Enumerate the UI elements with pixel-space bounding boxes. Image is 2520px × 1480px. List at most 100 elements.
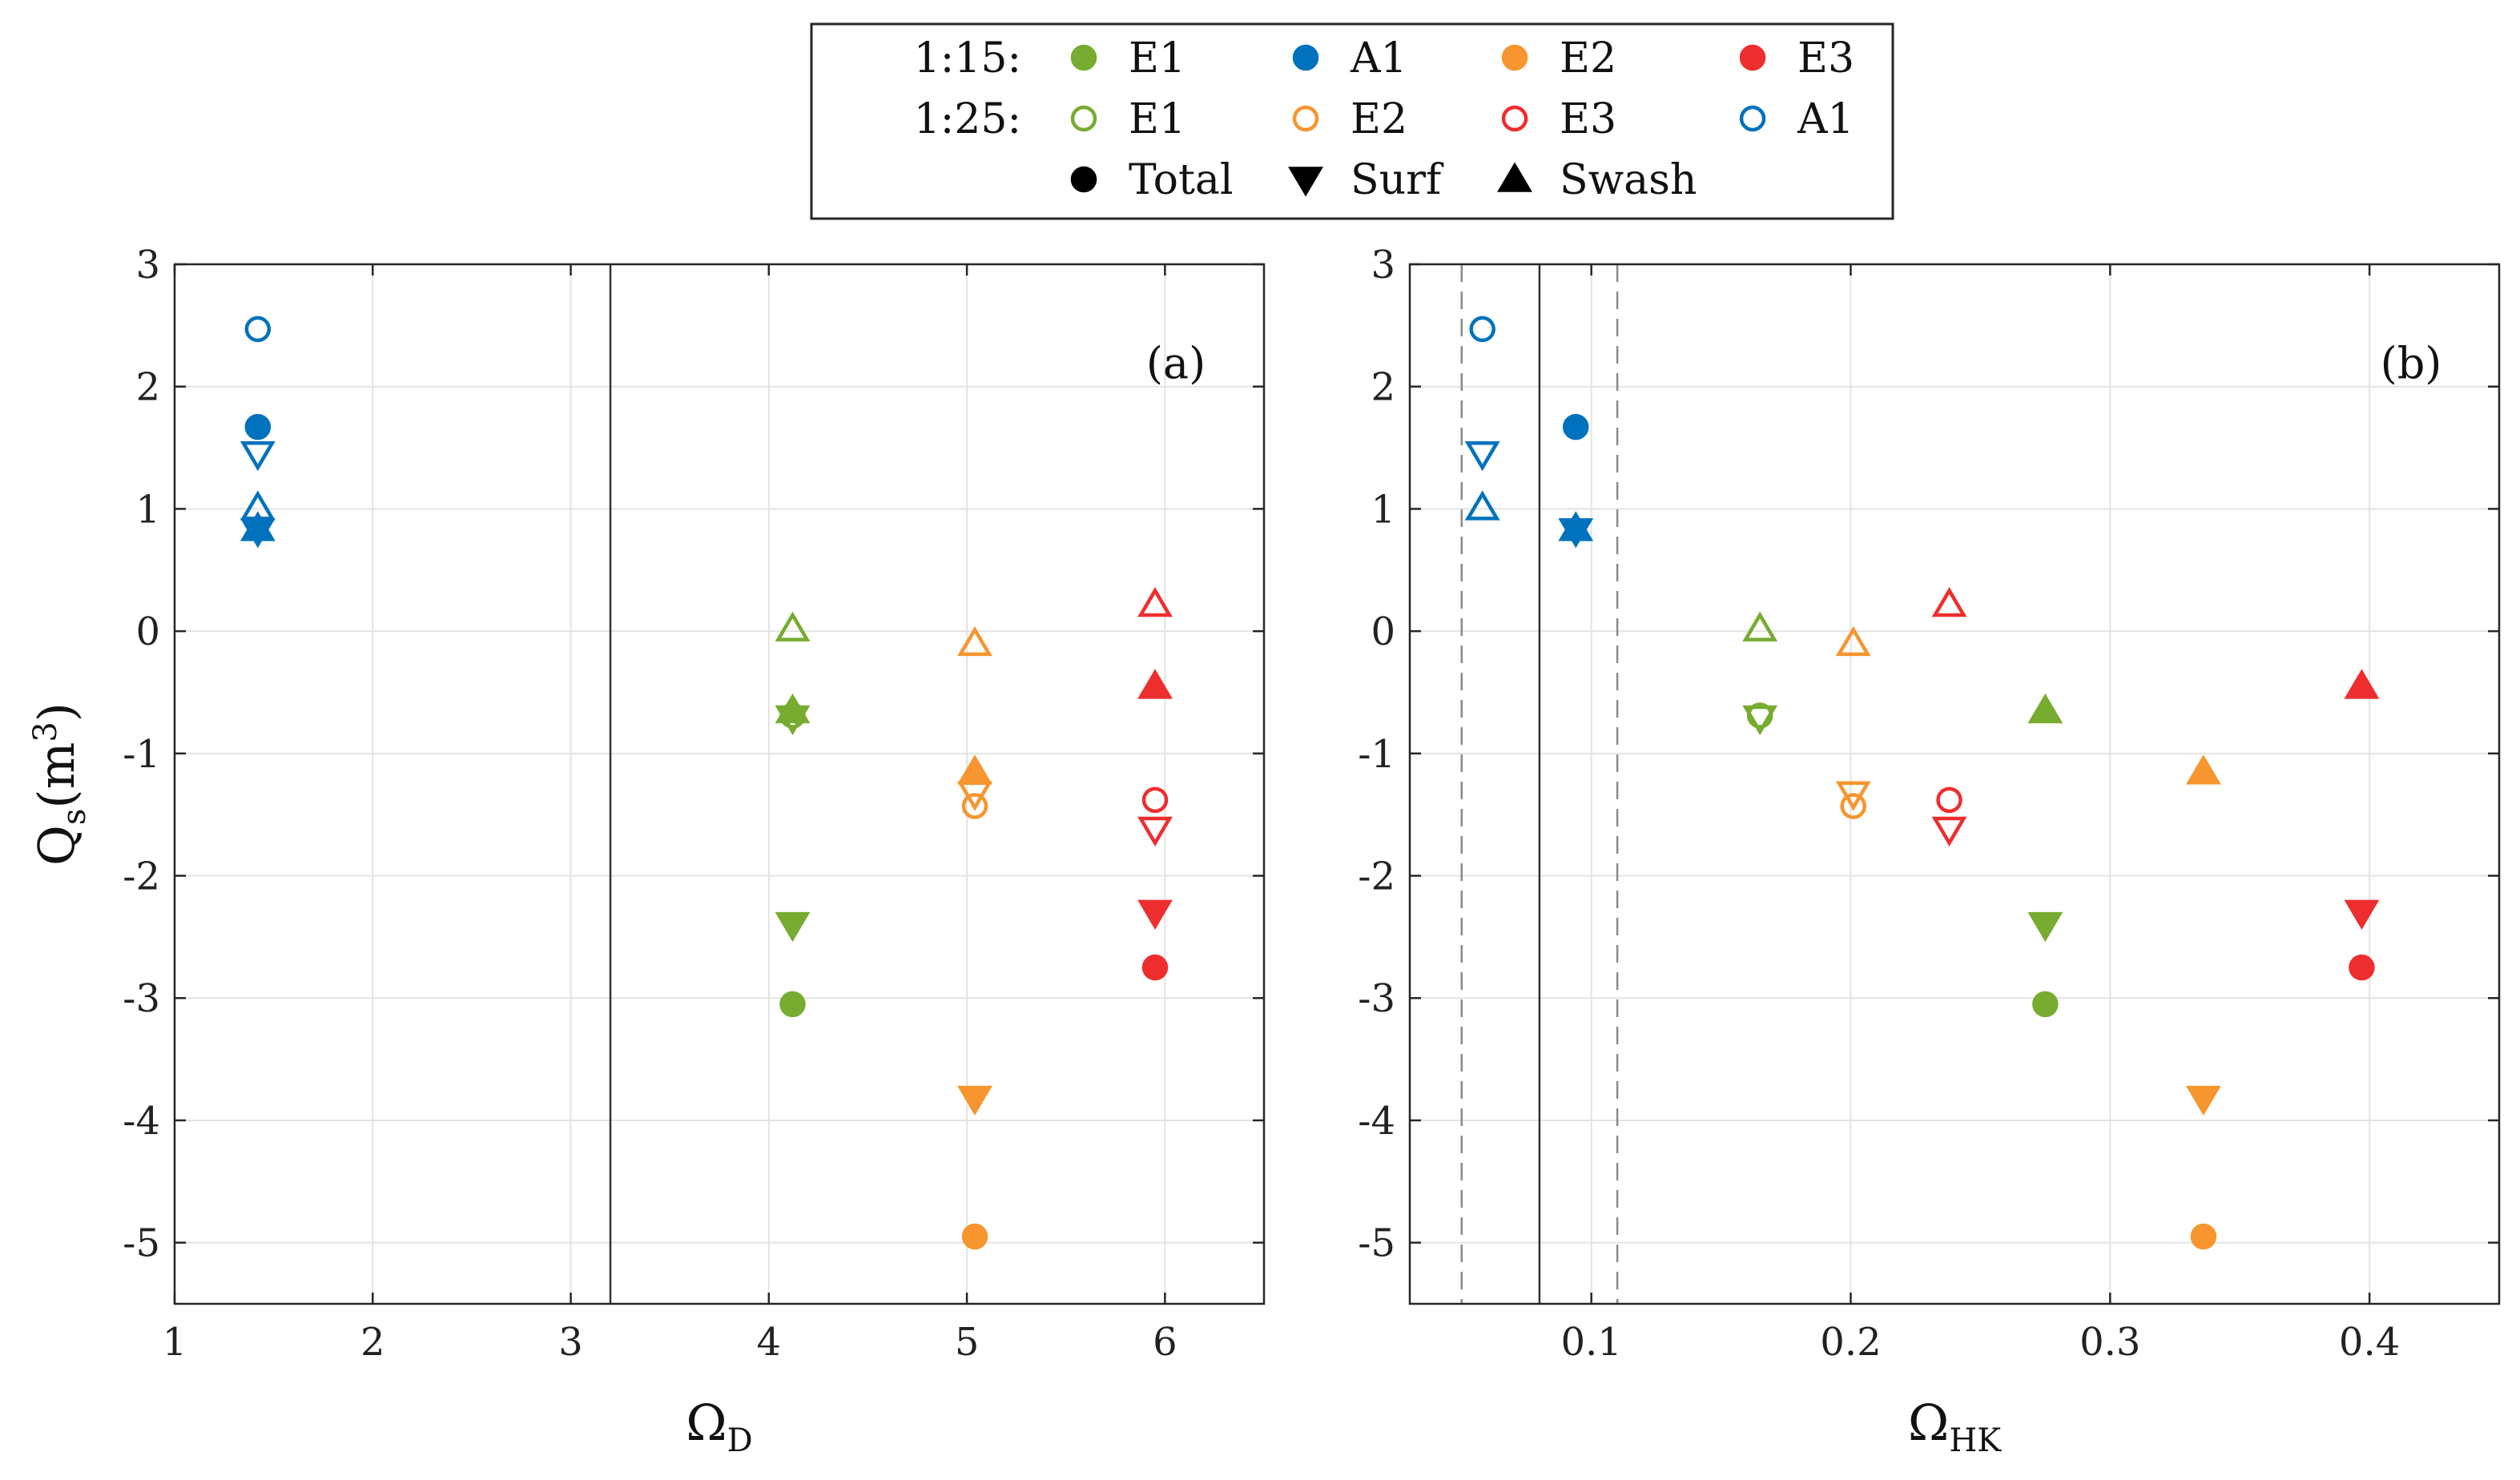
x-tick-label: 4 [757, 1320, 782, 1365]
y-tick-label: -4 [1358, 1099, 1395, 1144]
x-tick-label: 2 [360, 1320, 385, 1365]
y-tick-label: -4 [123, 1099, 160, 1144]
y-tick-label: 0 [1371, 609, 1395, 654]
y-tick-label: 0 [135, 609, 160, 654]
data-point-a1-surf [240, 440, 276, 472]
data-point-e3-swash [1137, 669, 1173, 699]
y-tick-label: -3 [1358, 976, 1395, 1021]
x-axis-label-main: Ω [1908, 1394, 1949, 1452]
data-point-e1-swash [775, 693, 811, 724]
y-tick-label: 1 [1371, 487, 1395, 532]
y-tick-label: 1 [135, 487, 160, 532]
legend-marker-a1 [1739, 105, 1766, 132]
data-point-e3-surf [1931, 816, 1967, 847]
data-point-e1-total [779, 991, 806, 1018]
legend-row-label: 1:25: [914, 95, 1021, 143]
legend-item-label: A1 [1797, 95, 1854, 143]
legend-marker-e2 [1501, 44, 1528, 71]
legend-item-label: A1 [1350, 34, 1407, 82]
data-point-e3-swash [2344, 669, 2380, 699]
x-tick-label: 0.3 [2079, 1320, 2140, 1365]
legend-item-label: E3 [1797, 34, 1854, 82]
legend-marker-surf [1288, 167, 1323, 197]
x-axis-label-main: Ω [686, 1394, 727, 1452]
data-point-e3-surf [2344, 899, 2380, 930]
data-point-a1-total [244, 316, 272, 343]
data-point-e1-surf [775, 911, 811, 943]
y-axis-label-sup: 3 [27, 722, 64, 742]
legend: 1:15: E1 A1 E2 E3 1:25: E1 E2 E3 A1 Total Surf Swash [810, 22, 1894, 220]
x-tick-label: 0.1 [1560, 1320, 1621, 1365]
data-point-e2-swash [1835, 625, 1871, 657]
data-point-e3-surf [1137, 816, 1173, 847]
y-axis-label: Qs(m3) [27, 702, 93, 866]
data-point-e2-surf [2185, 1085, 2221, 1116]
panel-label: (a) [1146, 338, 1206, 388]
data-point-e2-swash [2185, 754, 2221, 785]
legend-row-label: 1:15: [914, 34, 1021, 82]
axes-frame [173, 263, 1266, 1305]
axes-frame [1408, 263, 2501, 1305]
legend-marker-total [1070, 166, 1097, 193]
data-point-a1-surf [240, 518, 276, 549]
data-point-e1-total [2032, 991, 2059, 1018]
data-point-e1-swash [1742, 611, 1778, 641]
x-tick-label: 5 [955, 1320, 980, 1365]
legend-marker-e1 [1070, 44, 1097, 71]
data-point-a1-total [1562, 413, 1589, 440]
y-axis-label-unit: (m [27, 742, 86, 809]
legend-marker-e3 [1501, 105, 1528, 132]
data-point-e2-swash [957, 754, 992, 785]
legend-item-label: Surf [1351, 156, 1444, 204]
y-tick-label: 3 [135, 243, 160, 288]
data-point-e2-total [961, 1223, 988, 1250]
data-point-e3-total [1141, 954, 1169, 981]
x-tick-label: 3 [558, 1320, 583, 1365]
y-axis-label-sub: s [56, 809, 93, 826]
x-axis-label: ΩHK [1908, 1394, 2002, 1459]
legend-item-label: E3 [1560, 95, 1616, 143]
y-tick-label: -5 [123, 1221, 160, 1266]
data-point-e3-swash [1931, 586, 1967, 617]
y-axis-label-close: ) [27, 702, 86, 722]
legend-item-label: Total [1129, 156, 1233, 204]
data-point-e3-swash [1137, 586, 1173, 617]
panel-label: (b) [2381, 338, 2442, 388]
y-tick-label: 2 [1371, 365, 1395, 410]
legend-marker-swash [1497, 162, 1532, 192]
panel-b: 0.1 0.2 0.3 0.4 3 2 1 0 -1 -2 -3 -4 -5 (b) ΩHK [1358, 243, 2501, 1459]
x-axis-label-sub: D [727, 1422, 753, 1459]
data-point-e3-total [2349, 954, 2375, 981]
x-tick-label: 0.2 [1820, 1320, 1881, 1365]
legend-marker-e2 [1292, 105, 1319, 132]
legend-marker-a1 [1292, 44, 1319, 71]
legend-box [810, 22, 1894, 220]
x-tick-label: 0.4 [2339, 1320, 2400, 1365]
x-axis-label-sub: HK [1949, 1422, 2002, 1459]
data-point-e2-surf [957, 1085, 992, 1116]
y-tick-label: -3 [123, 976, 160, 1021]
y-tick-label: -5 [1358, 1221, 1395, 1266]
data-point-e1-surf [1742, 705, 1778, 736]
data-point-e1-surf [2027, 911, 2063, 943]
data-point-e3-total [1936, 786, 1962, 814]
data-point-a1-total [244, 413, 272, 440]
legend-item-label: E2 [1560, 34, 1616, 82]
legend-marker-e1 [1070, 105, 1097, 132]
data-point-e2-total [961, 793, 988, 819]
legend-item-label: Swash [1560, 156, 1697, 204]
data-point-e3-surf [1137, 899, 1173, 930]
data-point-a1-swash [1464, 490, 1500, 521]
y-tick-label: 3 [1371, 243, 1395, 288]
y-tick-label: -2 [123, 855, 160, 899]
y-tick-label: -1 [1358, 732, 1395, 777]
legend-marker-e3 [1739, 44, 1766, 71]
data-point-a1-surf [1464, 440, 1500, 472]
data-point-a1-total [1469, 316, 1495, 343]
legend-item-label: E1 [1129, 95, 1186, 143]
x-tick-label: 6 [1153, 1320, 1177, 1365]
x-axis-label: ΩD [686, 1394, 752, 1459]
data-point-e2-total [2190, 1223, 2217, 1250]
